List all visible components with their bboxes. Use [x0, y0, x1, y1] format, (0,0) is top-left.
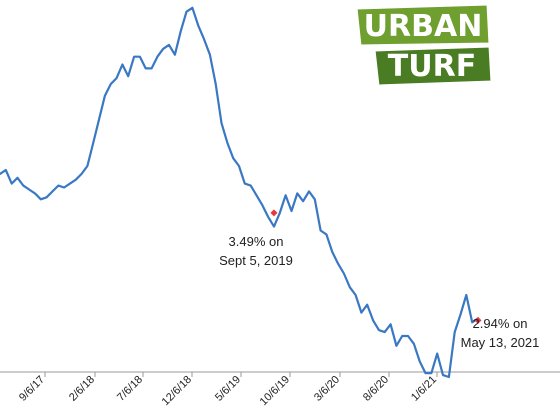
rate-series-line — [0, 6, 480, 379]
x-tick-label: 9/6/17 — [17, 374, 47, 404]
annotation-label: 3.49% on — [229, 234, 284, 249]
annotation-label: May 13, 2021 — [461, 335, 540, 350]
x-tick-label: 7/6/18 — [115, 374, 145, 404]
x-tick-label: 5/6/19 — [213, 374, 243, 404]
x-tick-label: 10/6/19 — [258, 374, 292, 408]
annotation-label: Sept 5, 2019 — [219, 253, 293, 268]
logo-top-text: URBAN — [364, 9, 483, 44]
x-axis: 9/6/17 2/6/18 7/6/18 12/6/18 5/6/19 10/6/19 3/… — [0, 371, 560, 408]
highlight-point — [474, 316, 482, 324]
marker-layer — [270, 209, 482, 324]
annotation-label: 2.94% on — [473, 316, 528, 331]
logo-bottom-sign — [372, 44, 494, 88]
annotation-layer: 3.49% on Sept 5, 2019 2.94% on May 13, 2021 — [219, 234, 539, 350]
logo-top-sign — [354, 2, 492, 48]
x-tick-label: 2/6/18 — [67, 374, 97, 404]
highlight-point — [270, 209, 278, 217]
urban-turf-logo: URBAN TURF — [354, 2, 494, 88]
logo-bottom-text: TURF — [388, 49, 476, 84]
x-tick-label: 1/6/21 — [409, 374, 439, 404]
x-tick-label: 3/6/20 — [312, 374, 342, 404]
series-layer — [0, 6, 480, 379]
x-tick-label: 12/6/18 — [160, 374, 194, 408]
x-tick-label: 8/6/20 — [361, 374, 391, 404]
